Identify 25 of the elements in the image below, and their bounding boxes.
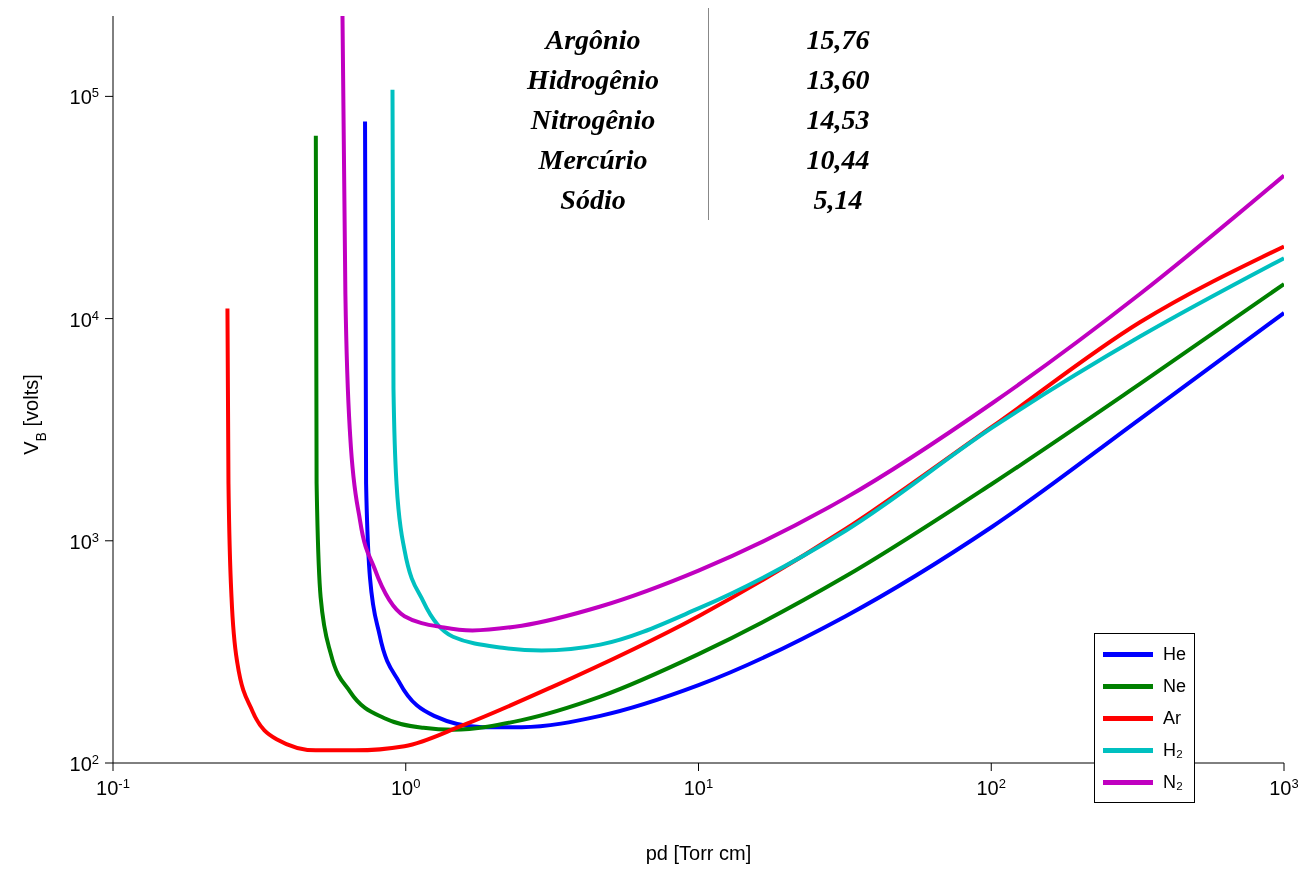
legend-label: H₂ <box>1163 739 1183 761</box>
annotation: Mercúrio <box>537 143 649 177</box>
y-tick-label: 10$^{5}$ <box>69 84 99 109</box>
x-tick-label: 10$^{-1}$ <box>96 775 130 799</box>
annotation: 10,44 <box>805 143 871 177</box>
y-tick-label: 10$^{4}$ <box>69 307 99 331</box>
annotation: 5,14 <box>812 183 864 217</box>
legend-label: Ar <box>1163 707 1181 729</box>
annotation: Argônio <box>543 23 642 57</box>
legend-label: N₂ <box>1163 771 1183 793</box>
y-tick-label: 10$^{3}$ <box>69 529 99 553</box>
x-tick-label: 10$^{3}$ <box>1269 775 1299 799</box>
x-tick-label: 10$^{2}$ <box>976 775 1006 799</box>
y-tick-label: 10$^{2}$ <box>69 751 99 775</box>
annotation: Hidrogênio <box>525 63 661 97</box>
x-axis-title: pd [Torr cm] <box>645 842 752 864</box>
legend-label: Ne <box>1163 675 1187 697</box>
annotation: Sódio <box>559 183 627 217</box>
annotation: 13,60 <box>805 63 871 97</box>
legend-label: He <box>1163 643 1187 665</box>
annotation: 14,53 <box>805 103 871 137</box>
x-tick-label: 10$^{1}$ <box>683 775 714 799</box>
x-tick-label: 10$^{0}$ <box>391 775 421 799</box>
annotation: 15,76 <box>805 23 871 57</box>
annotation: Nitrogênio <box>529 103 657 137</box>
